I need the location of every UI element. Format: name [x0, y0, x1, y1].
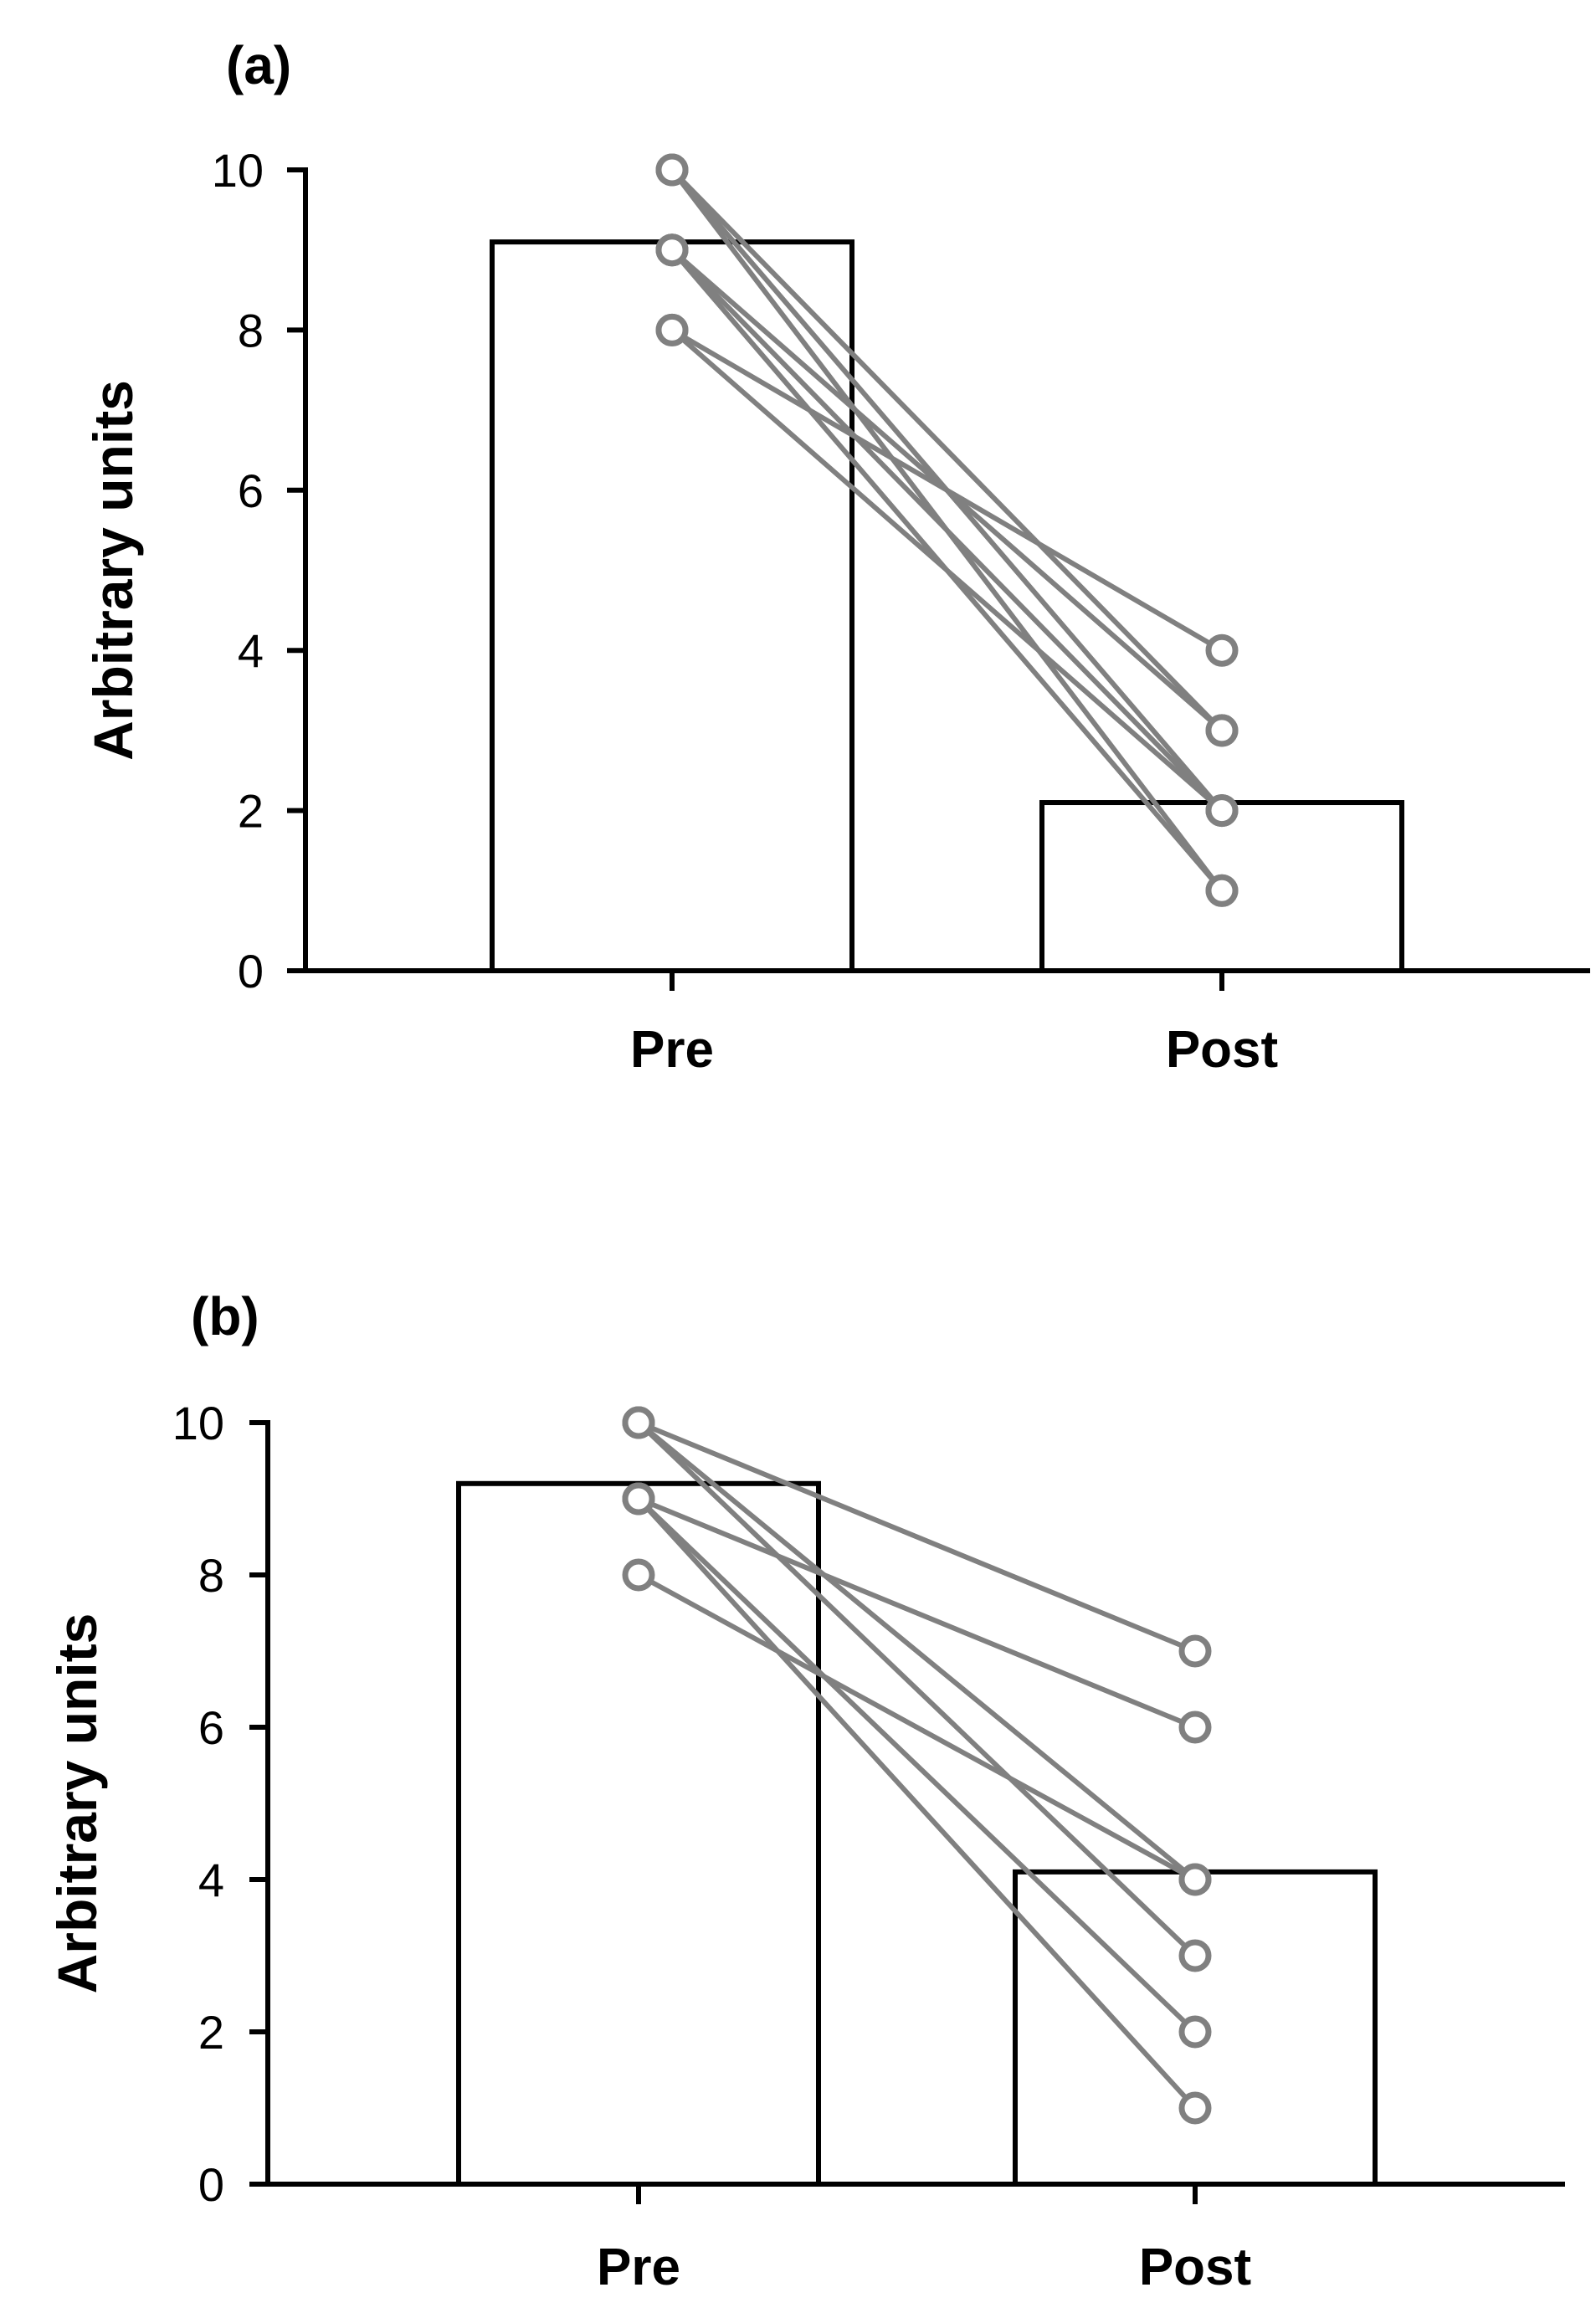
post-point	[1205, 714, 1239, 747]
y-tick-label: 10	[212, 144, 264, 197]
paired-line	[636, 1496, 1198, 2111]
y-tick-label: 6	[198, 1701, 224, 1754]
post-point	[1178, 1710, 1212, 1744]
y-tick-label: 10	[172, 1397, 224, 1449]
y-axis-label: Arbitrary units	[46, 1613, 108, 1994]
paired-line	[636, 1420, 1198, 1882]
paired-line	[636, 1420, 1198, 1958]
pre-point	[655, 313, 689, 346]
pre-point	[622, 1406, 655, 1439]
paired-line	[670, 327, 1224, 654]
pre-point	[655, 153, 689, 187]
paired-line	[670, 167, 1224, 733]
paired-line	[670, 327, 1224, 813]
x-tick-label-post: Post	[1139, 2239, 1251, 2296]
post-point	[1178, 2015, 1212, 2049]
y-tick-label: 4	[238, 624, 264, 677]
paired-line	[636, 1496, 1198, 1730]
y-tick-label: 6	[238, 464, 264, 517]
paired-line	[670, 247, 1224, 813]
y-tick-label: 2	[238, 785, 264, 838]
bar-pre	[456, 1480, 821, 2187]
post-point	[1178, 1939, 1212, 1972]
post-point	[1178, 2091, 1212, 2125]
post-point	[1178, 1634, 1212, 1668]
pre-point	[622, 1482, 655, 1516]
y-tick-label: 8	[238, 304, 264, 356]
y-tick-label: 0	[238, 945, 264, 998]
x-tick-label-pre: Pre	[597, 2239, 680, 2296]
y-tick-label: 0	[198, 2158, 224, 2211]
paired-line	[636, 1420, 1198, 1654]
panel-label: (b)	[191, 1286, 259, 1346]
y-tick-label: 2	[198, 2006, 224, 2059]
post-point	[1178, 1863, 1212, 1896]
y-tick-label: 8	[198, 1549, 224, 1602]
post-point	[1205, 874, 1239, 907]
pre-point	[622, 1558, 655, 1592]
bar-pre	[490, 239, 854, 973]
paired-line	[636, 1496, 1198, 2034]
panel-a: (a) 0 2 4 6 8 10 Pre Post Arbitrary units	[82, 35, 1590, 1079]
pre-point	[655, 233, 689, 267]
panel-b: (b) 0 2 4 6 8 10 Pre Post Arbitrary units	[46, 1286, 1565, 2296]
panel-label: (a)	[226, 35, 291, 95]
x-tick-label-pre: Pre	[630, 1021, 714, 1079]
y-tick-label: 4	[198, 1854, 224, 1906]
y-axis-label: Arbitrary units	[82, 380, 144, 761]
post-point	[1205, 794, 1239, 828]
x-tick-label-post: Post	[1166, 1021, 1278, 1079]
paired-line	[636, 1572, 1198, 1882]
post-point	[1205, 633, 1239, 667]
